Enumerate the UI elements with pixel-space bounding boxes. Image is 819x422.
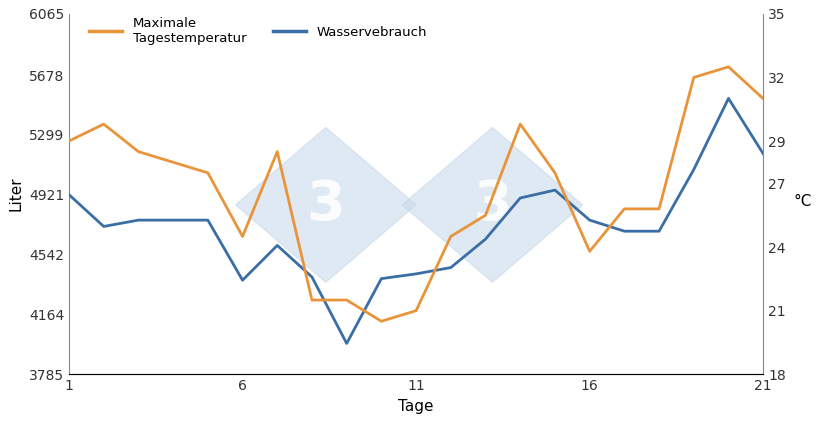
Y-axis label: °C: °C	[792, 194, 811, 209]
Polygon shape	[235, 127, 415, 282]
Polygon shape	[402, 127, 582, 282]
Y-axis label: Liter: Liter	[8, 177, 23, 211]
X-axis label: Tage: Tage	[398, 399, 433, 414]
Legend: Maximale
Tagestemperatur, Wasservebrauch: Maximale Tagestemperatur, Wasservebrauch	[89, 17, 427, 45]
Text: 3: 3	[306, 178, 345, 232]
Text: 3: 3	[473, 178, 511, 232]
